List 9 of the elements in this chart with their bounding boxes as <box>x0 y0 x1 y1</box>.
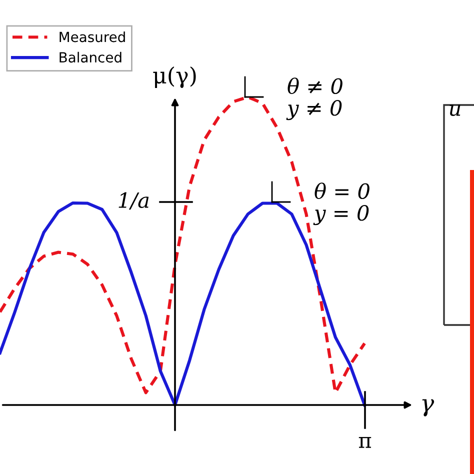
annotation: θ ≠ 0 y ≠ 0 <box>286 78 342 120</box>
y-axis-title: μ(γ) <box>153 66 196 88</box>
text: π <box>358 437 372 448</box>
annotation: 1/a <box>118 192 149 210</box>
text: u <box>450 104 460 116</box>
legend-label: Measured <box>60 31 125 42</box>
annotation: θ = 0 y = 0 <box>313 182 370 226</box>
x-axis-title: γ <box>422 399 434 416</box>
legend-label: Balanced <box>60 52 122 63</box>
